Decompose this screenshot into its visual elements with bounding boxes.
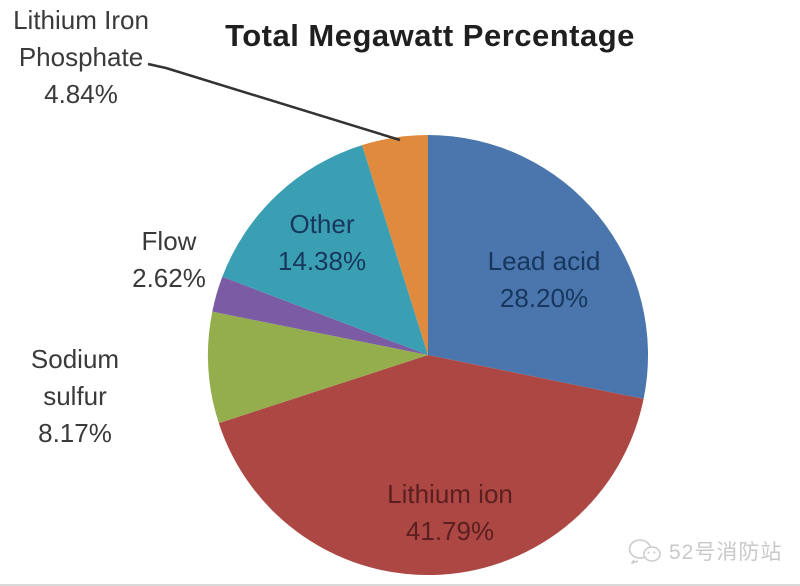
slice-name: Lead acid: [487, 246, 601, 276]
slice-label-flow: Flow 2.62%: [99, 223, 239, 297]
watermark-text: 52号消防站: [669, 541, 783, 564]
slice-label-lead-acid: Lead acid 28.20%: [444, 243, 644, 317]
pie-slices: [207, 135, 649, 576]
slice-name: Lithium Iron Phosphate: [13, 5, 149, 72]
watermark: 52号消防站: [628, 536, 782, 566]
slice-label-lithium-ion: Lithium ion 41.79%: [340, 476, 560, 550]
image-bottom-border: [0, 584, 800, 586]
pie-slice-sodium-sulfur: [207, 311, 428, 424]
slice-label-other: Other 14.38%: [242, 206, 402, 280]
pie-slice-lithium-iron-phosphate: [362, 135, 428, 355]
chart-title: Total Megawatt Percentage: [225, 18, 635, 53]
slice-label-sodium-sulfur: Sodium sulfur 8.17%: [0, 341, 150, 452]
slice-percent: 8.17%: [38, 418, 112, 448]
slice-name: Sodium sulfur: [30, 344, 120, 411]
pie-slice-other: [222, 145, 428, 355]
pie-slice-lead-acid: [428, 135, 649, 399]
slice-percent: 4.84%: [44, 79, 118, 109]
slice-name: Flow: [141, 226, 197, 256]
slice-label-lithium-iron-phosphate: Lithium Iron Phosphate 4.84%: [0, 2, 162, 113]
pie-slice-lithium-ion: [218, 355, 644, 576]
slice-name: Lithium ion: [387, 479, 513, 509]
pie-slice-flow: [212, 276, 428, 355]
slice-percent: 2.62%: [132, 263, 206, 293]
callout-line: [147, 62, 401, 142]
slice-percent: 28.20%: [499, 283, 589, 313]
slice-percent: 41.79%: [405, 516, 495, 546]
wechat-chat-bubbles-icon: [628, 538, 662, 564]
slice-percent: 14.38%: [277, 246, 367, 276]
slice-name: Other: [289, 209, 355, 239]
